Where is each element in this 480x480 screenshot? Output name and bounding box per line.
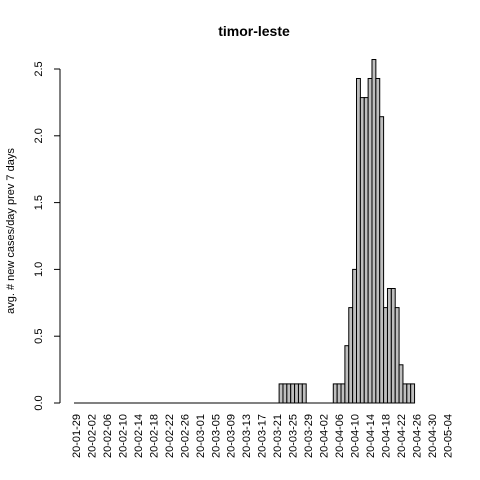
x-tick-label: 20-04-22 [396, 414, 408, 458]
bar [336, 383, 342, 404]
x-tick-label: 20-02-10 [117, 414, 129, 458]
y-tick-label: 1.5 [33, 195, 45, 210]
bar [352, 268, 358, 404]
chart-title: timor-leste [218, 23, 290, 39]
y-tick-label: 0.5 [33, 329, 45, 344]
bar [406, 383, 412, 404]
bar [286, 383, 292, 404]
x-tick-label: 20-03-05 [210, 414, 222, 458]
bar [402, 383, 408, 404]
bar [290, 383, 296, 404]
y-axis: 0.0 0.5 1.0 1.5 2.0 2.5 [33, 61, 61, 411]
y-axis-label: avg. # new cases/day prev 7 days [5, 148, 17, 314]
x-axis: 20-01-29 20-02-02 20-02-06 20-02-10 20-02-14… [71, 414, 455, 458]
bar [383, 307, 388, 404]
x-tick-label: 20-03-21 [272, 414, 284, 458]
x-tick-label: 20-02-22 [164, 414, 176, 458]
y-tick-label: 0.0 [33, 395, 45, 410]
bar [410, 383, 416, 404]
bar [294, 383, 299, 404]
x-tick-label: 20-03-29 [303, 414, 315, 458]
x-tick-label: 20-02-26 [179, 414, 191, 458]
x-tick-label: 20-01-29 [71, 414, 83, 458]
y-tick-label: 2.5 [33, 61, 45, 76]
x-tick-label: 20-04-10 [350, 414, 362, 458]
bar [297, 383, 303, 404]
x-tick-label: 20-03-09 [226, 414, 238, 458]
x-tick-label: 20-04-30 [427, 414, 439, 458]
bar [359, 97, 365, 404]
x-tick-label: 20-04-02 [319, 414, 331, 458]
bar [332, 383, 338, 404]
bar [394, 307, 400, 404]
bar [367, 77, 373, 404]
bar [356, 77, 361, 404]
bar [344, 345, 350, 404]
x-tick-label: 20-04-18 [381, 414, 393, 458]
bars-group [74, 59, 416, 404]
x-tick-label: 20-02-18 [148, 414, 160, 458]
x-tick-label: 20-03-13 [241, 414, 253, 458]
bar [282, 383, 288, 404]
x-tick-label: 20-04-06 [334, 414, 346, 458]
bar [301, 383, 307, 404]
x-tick-label: 20-03-01 [195, 414, 207, 458]
y-tick-label: 1.0 [33, 262, 45, 277]
x-tick-label: 20-02-02 [86, 414, 98, 458]
bar [278, 383, 284, 404]
bar [348, 307, 354, 404]
bar [371, 59, 377, 404]
bar [375, 77, 381, 404]
x-tick-label: 20-02-14 [133, 414, 145, 458]
x-tick-label: 20-03-17 [257, 414, 269, 458]
x-tick-label: 20-04-26 [412, 414, 424, 458]
y-tick-label: 2.0 [33, 128, 45, 143]
x-tick-label: 20-04-14 [365, 414, 377, 458]
bar [386, 288, 392, 404]
x-tick-label: 20-03-25 [288, 414, 300, 458]
bar [379, 116, 385, 404]
bar [398, 364, 404, 404]
x-tick-label: 20-02-06 [102, 414, 114, 458]
bar [363, 97, 369, 404]
x-tick-label: 20-05-04 [442, 414, 454, 458]
bar [390, 288, 396, 404]
bar [340, 383, 346, 404]
